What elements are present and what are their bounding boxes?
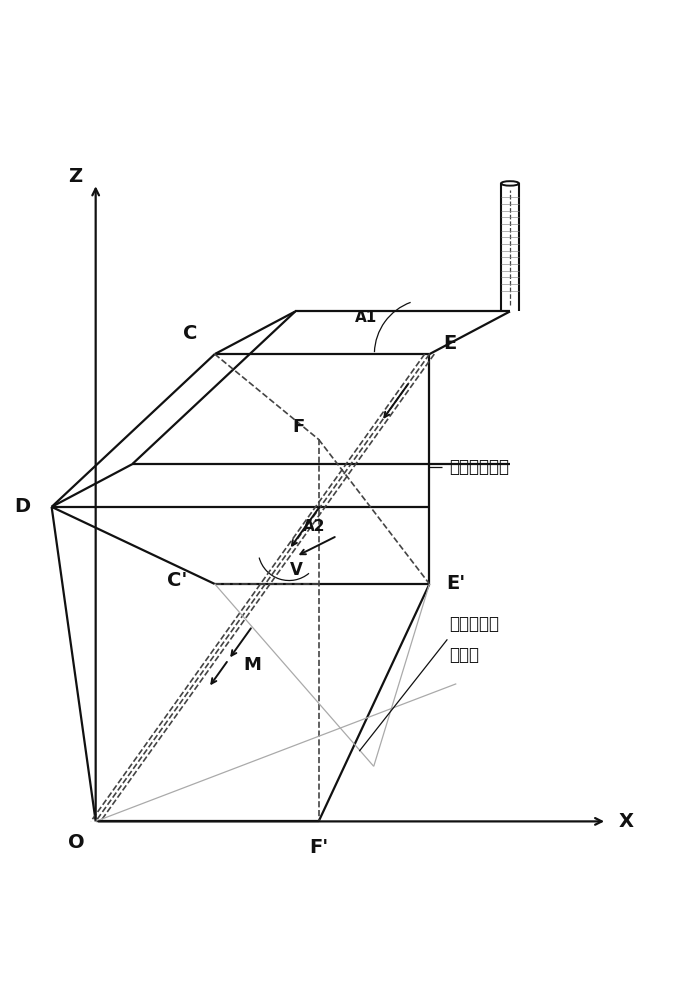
- Text: C': C': [167, 571, 187, 590]
- Text: O: O: [68, 833, 85, 852]
- Text: M: M: [244, 656, 261, 674]
- Text: A1: A1: [355, 310, 377, 325]
- Text: Z: Z: [68, 167, 82, 186]
- Text: E': E': [446, 574, 465, 593]
- Text: C: C: [184, 324, 198, 343]
- Text: X: X: [619, 812, 634, 831]
- Text: 弯曲导向器: 弯曲导向器: [448, 615, 499, 633]
- Ellipse shape: [501, 181, 519, 186]
- Text: V: V: [290, 561, 303, 579]
- Text: E: E: [444, 334, 457, 353]
- Text: F: F: [292, 418, 304, 436]
- Text: F': F': [309, 838, 328, 857]
- Text: 电极进给方向: 电极进给方向: [448, 458, 509, 476]
- Text: 投影线: 投影线: [448, 646, 479, 664]
- Text: A2: A2: [303, 519, 325, 534]
- Text: D: D: [15, 497, 31, 516]
